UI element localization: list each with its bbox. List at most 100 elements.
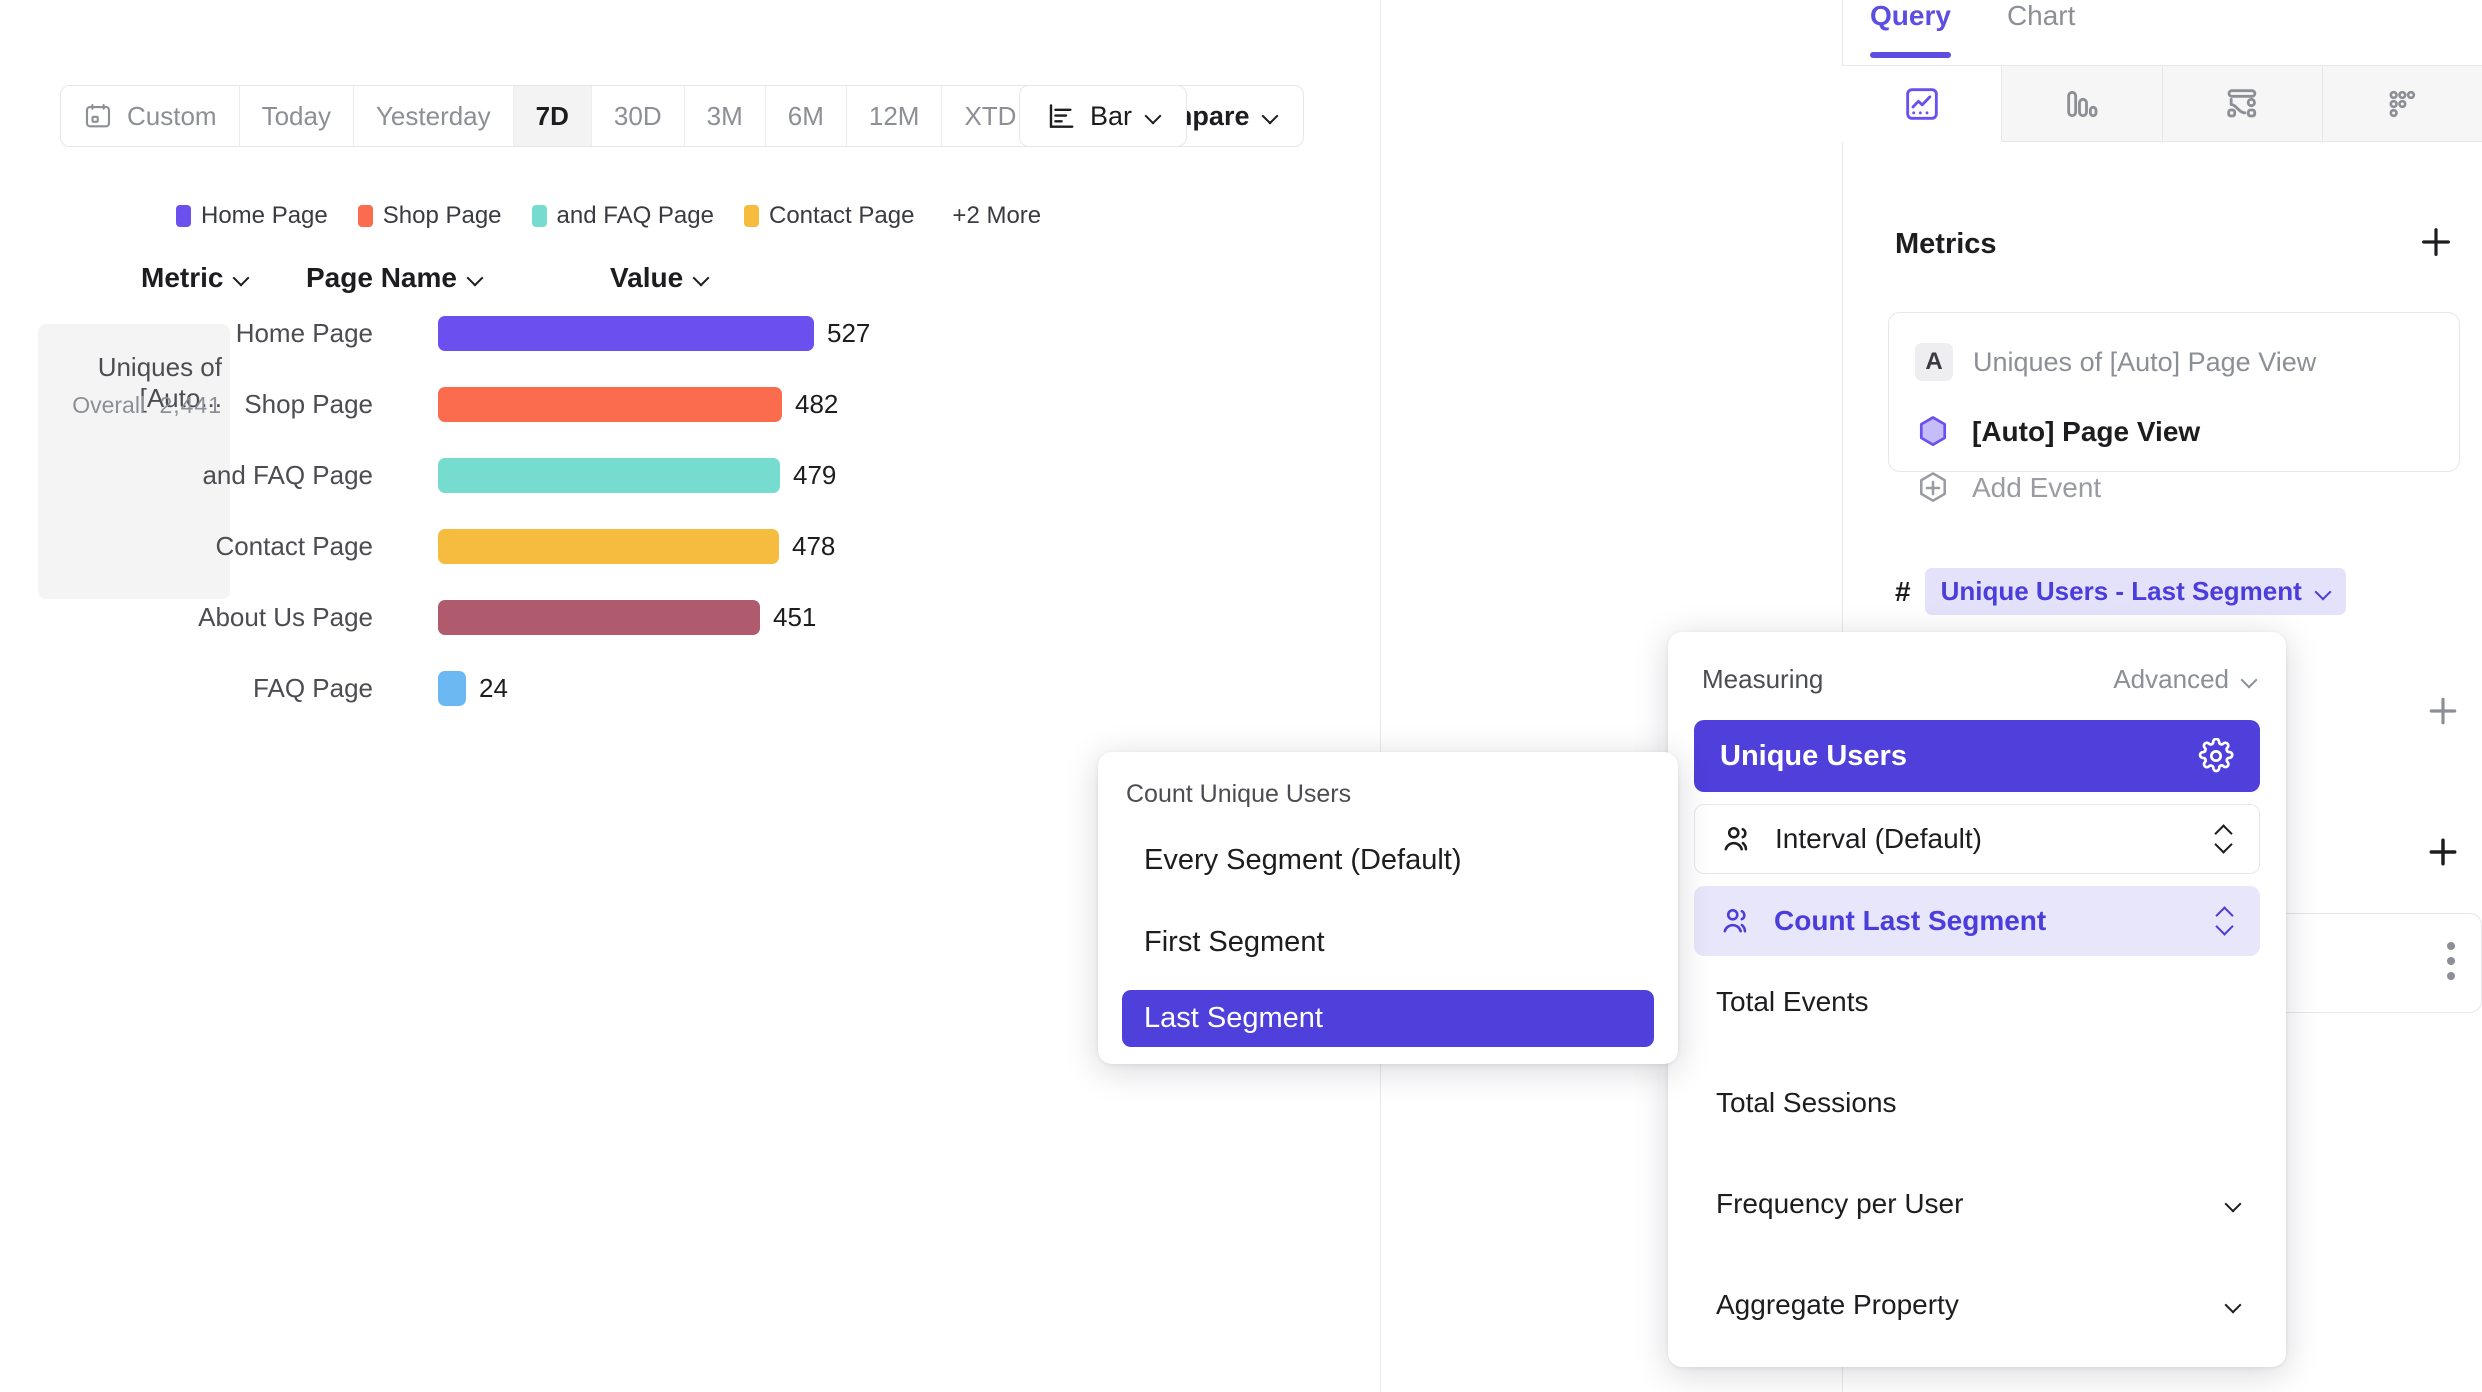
measuring-option-count-last-segment[interactable]: Count Last Segment	[1694, 886, 2260, 956]
bar-fill	[438, 671, 466, 706]
event-label: [Auto] Page View	[1972, 416, 2201, 447]
metric-title-row: A Uniques of [Auto] Page View	[1915, 343, 2316, 381]
bar-track: 527	[438, 316, 870, 351]
add-metric-button[interactable]	[2416, 222, 2456, 262]
submenu-item-first-segment[interactable]: First Segment	[1122, 914, 1654, 971]
bar-fill	[438, 316, 814, 351]
kebab-menu-icon[interactable]	[2447, 942, 2455, 980]
tab-query-label: Query	[1870, 0, 1951, 31]
metric-letter-badge: A	[1915, 343, 1953, 381]
chevron-down-icon	[694, 271, 708, 285]
bar-track: 451	[438, 600, 816, 635]
segment-row: # Unique Users - Last Segment	[1895, 568, 2346, 615]
bar-category-label: About Us Page	[198, 602, 373, 632]
measuring-header: Measuring Advanced	[1702, 664, 2256, 695]
range-button-12m[interactable]: 12M	[846, 86, 943, 146]
option-label: Aggregate Property	[1716, 1288, 1959, 1320]
bar-category-label: FAQ Page	[253, 673, 373, 703]
bar-value-label: 24	[479, 673, 508, 703]
tab-query[interactable]: Query	[1842, 0, 1979, 58]
measuring-option-aggregate-property-per-user[interactable]: Aggregate Property per User	[1694, 1380, 2260, 1392]
range-button-custom[interactable]: Custom	[61, 86, 240, 146]
range-label-30d: 30D	[613, 100, 662, 131]
count-unique-users-submenu: Count Unique Users Every Segment (Defaul…	[1098, 752, 1678, 1064]
add-breakdown-button[interactable]	[2424, 833, 2462, 871]
range-label-xtd: XTD	[964, 100, 1017, 131]
measuring-option-total-sessions[interactable]: Total Sessions	[1694, 1077, 2260, 1128]
legend-item[interactable]: Contact Page	[743, 202, 915, 230]
bar-category-label: and FAQ Page	[202, 460, 373, 490]
option-label: Aggregate Property per User	[1716, 1390, 2074, 1392]
chart-type-tab-line[interactable]	[1842, 66, 2003, 142]
column-header-metric[interactable]: Metric	[141, 262, 248, 294]
metric-summary-card[interactable]: Uniques of [Auto... Overall 2,441	[38, 324, 230, 599]
legend-item[interactable]: Shop Page	[357, 202, 502, 230]
chart-type-tab-flow[interactable]	[2162, 66, 2323, 142]
range-button-6m[interactable]: 6M	[765, 86, 847, 146]
bar-value-label: 482	[795, 389, 839, 419]
bar-row[interactable]: Contact Page 478	[0, 529, 1380, 564]
legend-swatch	[531, 205, 547, 227]
column-header-page-name[interactable]: Page Name	[306, 262, 482, 294]
event-list: [Auto] Page View Add Event	[1888, 404, 2460, 516]
bar-track: 24	[438, 671, 508, 706]
measuring-option-interval[interactable]: Interval (Default)	[1694, 804, 2260, 874]
chart-main-area: Custom Today Yesterday 7D 30D 3M	[0, 0, 1380, 1392]
bar-value-label: 451	[773, 602, 817, 632]
add-event-button[interactable]: Add Event	[1888, 460, 2460, 516]
bar-track: 482	[438, 387, 838, 422]
range-button-7d[interactable]: 7D	[513, 86, 592, 146]
kebab-dot	[2447, 972, 2455, 980]
bar-fill	[438, 387, 782, 422]
metric-card-title: Uniques of [Auto...	[97, 352, 222, 413]
submenu-item-last-segment[interactable]: Last Segment	[1122, 990, 1654, 1047]
metric-card-overall-value: 2,441	[159, 392, 222, 418]
segment-chip-button[interactable]: Unique Users - Last Segment	[1924, 568, 2346, 615]
measuring-option-unique-users[interactable]: Unique Users	[1694, 720, 2260, 792]
submenu-item-every-segment[interactable]: Every Segment (Default)	[1122, 832, 1654, 889]
range-button-30d[interactable]: 30D	[591, 86, 685, 146]
tab-chart[interactable]: Chart	[1979, 0, 2103, 58]
range-label-custom: Custom	[127, 100, 217, 131]
chart-type-tab-dots[interactable]	[2322, 66, 2482, 142]
bar-row[interactable]: FAQ Page 24	[0, 671, 1380, 706]
query-chart-tabs: Query Chart	[1842, 0, 2103, 58]
legend-more-label[interactable]: +2 More	[952, 202, 1042, 229]
legend-label: Shop Page	[382, 202, 502, 229]
measuring-option-frequency-per-user[interactable]: Frequency per User	[1694, 1178, 2260, 1229]
measuring-option-aggregate-property[interactable]: Aggregate Property	[1694, 1279, 2260, 1330]
bar-fill	[438, 529, 779, 564]
add-event-icon	[1914, 469, 1952, 507]
range-button-today[interactable]: Today	[239, 86, 354, 146]
bar-row[interactable]: Shop Page 482	[0, 387, 1380, 422]
event-item-page-view[interactable]: [Auto] Page View	[1888, 404, 2460, 460]
measuring-dropdown: Measuring Advanced Unique Users	[1668, 632, 2286, 1392]
segment-chip-label: Unique Users - Last Segment	[1940, 576, 2302, 606]
legend-label: Contact Page	[768, 202, 915, 229]
gear-icon[interactable]	[2198, 738, 2234, 774]
add-filter-button[interactable]	[2424, 692, 2462, 730]
bar-row[interactable]: and FAQ Page 479	[0, 458, 1380, 493]
range-button-yesterday[interactable]: Yesterday	[353, 86, 514, 146]
legend-item[interactable]: and FAQ Page	[531, 202, 714, 230]
range-button-3m[interactable]: 3M	[684, 86, 766, 146]
column-header-value[interactable]: Value	[610, 262, 708, 294]
chevron-down-icon	[468, 271, 482, 285]
kebab-dot	[2447, 942, 2455, 950]
advanced-toggle[interactable]: Advanced	[2113, 664, 2256, 695]
measuring-option-total-events[interactable]: Total Events	[1694, 976, 2260, 1027]
advanced-label: Advanced	[2113, 664, 2229, 694]
updown-chevron-icon	[2215, 824, 2233, 854]
chevron-down-icon	[2226, 1197, 2240, 1211]
range-label-7d: 7D	[535, 100, 569, 131]
bar-row[interactable]: About Us Page 451	[0, 600, 1380, 635]
bar-category-label: Shop Page	[244, 389, 373, 419]
bar-row[interactable]: Home Page 527	[0, 316, 1380, 351]
chart-type-tab-strip	[1842, 66, 2482, 142]
chart-type-tab-bar[interactable]	[2002, 66, 2163, 142]
bar-fill	[438, 458, 780, 493]
submenu-item-label: Every Segment (Default)	[1144, 844, 1462, 876]
bar-chart-icon	[1046, 101, 1076, 131]
legend-item[interactable]: Home Page	[176, 202, 328, 230]
chart-type-button[interactable]: Bar	[1019, 85, 1188, 147]
